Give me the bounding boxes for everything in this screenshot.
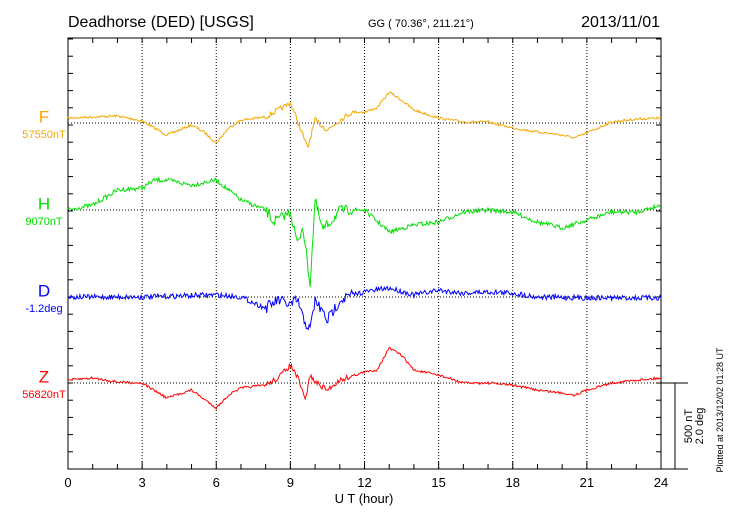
series-label-z: Z [39,368,49,387]
trace-h [67,176,662,288]
series-label-d: D [38,282,50,301]
station-coords: GG ( 70.36°, 211.21°) [368,18,474,30]
series-baseline-h: 9070nT [25,216,63,228]
trace-d [67,285,662,331]
x-tick-label: 0 [64,475,71,490]
trace-f [67,91,662,149]
series-baseline-d: -1.2deg [25,303,62,315]
x-tick-label: 24 [654,475,668,490]
x-tick-label: 15 [431,475,445,490]
trace-z [67,346,662,411]
series-label-f: F [39,108,49,127]
x-tick-label: 21 [580,475,594,490]
x-tick-label: 3 [139,475,146,490]
scale-bar: 500 nT 2.0 deg [661,382,706,470]
series-label-h: H [38,195,50,214]
series-baseline-z: 56820nT [22,389,66,401]
plotted-timestamp: Plotted at 2013/12/02 01:28 UT [715,347,725,473]
x-axis-label: U T (hour) [335,491,394,506]
station-title: Deadhorse (DED) [USGS] [68,14,254,31]
scale-deg-label: 2.0 deg [694,408,706,445]
x-tick-label: 18 [506,475,520,490]
series-baseline-f: 57550nT [22,129,66,141]
plot-date: 2013/11/01 [581,14,660,31]
x-tick-label: 12 [357,475,371,490]
x-tick-label: 9 [287,475,294,490]
x-tick-label: 6 [213,475,220,490]
scale-nt-label: 500 nT [683,409,695,444]
